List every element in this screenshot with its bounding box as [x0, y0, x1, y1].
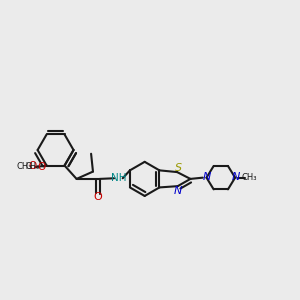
Text: O: O [38, 162, 46, 172]
Text: N: N [232, 172, 240, 182]
Text: NH: NH [111, 173, 127, 183]
Text: CH₃: CH₃ [16, 162, 32, 171]
Text: S: S [175, 163, 182, 173]
Text: CH₃: CH₃ [26, 162, 40, 171]
Text: N: N [202, 172, 211, 182]
Text: O: O [93, 192, 102, 202]
Text: CH₃: CH₃ [242, 173, 257, 182]
Text: N: N [174, 186, 182, 196]
Text: O: O [28, 161, 37, 172]
